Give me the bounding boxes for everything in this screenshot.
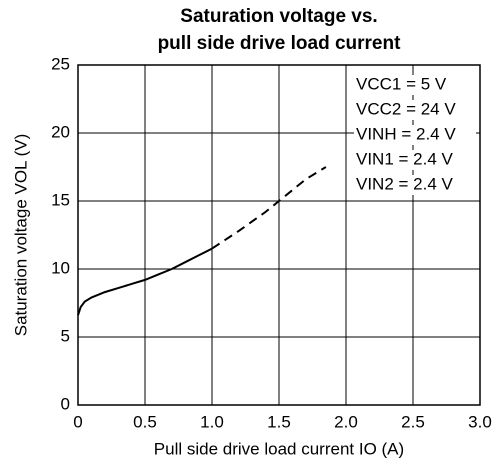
annotation: VCC1 = 5 V (356, 74, 447, 93)
y-tick-label: 25 (51, 54, 70, 73)
x-tick-label: 3.0 (468, 412, 492, 431)
x-tick-label: 1.5 (267, 412, 291, 431)
plot-frame (77, 64, 481, 406)
y-axis-label: Saturation voltage VOL (V) (11, 134, 30, 337)
annotation-bg (354, 125, 476, 145)
y-tick-label: 0 (61, 394, 70, 413)
chart-title: pull side drive load current (158, 33, 402, 54)
annotation-bg (354, 150, 476, 170)
x-tick-label: 2.0 (334, 412, 358, 431)
annotation-bg (354, 75, 476, 95)
x-tick-label: 0 (73, 412, 82, 431)
x-tick-label: 2.5 (401, 412, 425, 431)
annotation: VIN2 = 2.4 V (356, 174, 454, 193)
data-line (77, 247, 213, 316)
annotation: VCC2 = 24 V (356, 99, 456, 118)
annotation: VIN1 = 2.4 V (356, 149, 454, 168)
y-tick-label: 15 (51, 190, 70, 209)
data-line (211, 166, 327, 250)
x-tick-label: 1.0 (200, 412, 224, 431)
x-axis-label: Pull side drive load current IO (A) (154, 439, 404, 458)
annotation-bg (354, 100, 476, 120)
x-tick-label: 0.5 (133, 412, 157, 431)
chart-title: Saturation voltage vs. (180, 6, 377, 27)
y-tick-label: 5 (61, 326, 70, 345)
y-tick-label: 20 (51, 122, 70, 141)
y-tick-label: 10 (51, 258, 70, 277)
annotation: VINH = 2.4 V (356, 124, 456, 143)
annotation-bg (354, 175, 476, 195)
